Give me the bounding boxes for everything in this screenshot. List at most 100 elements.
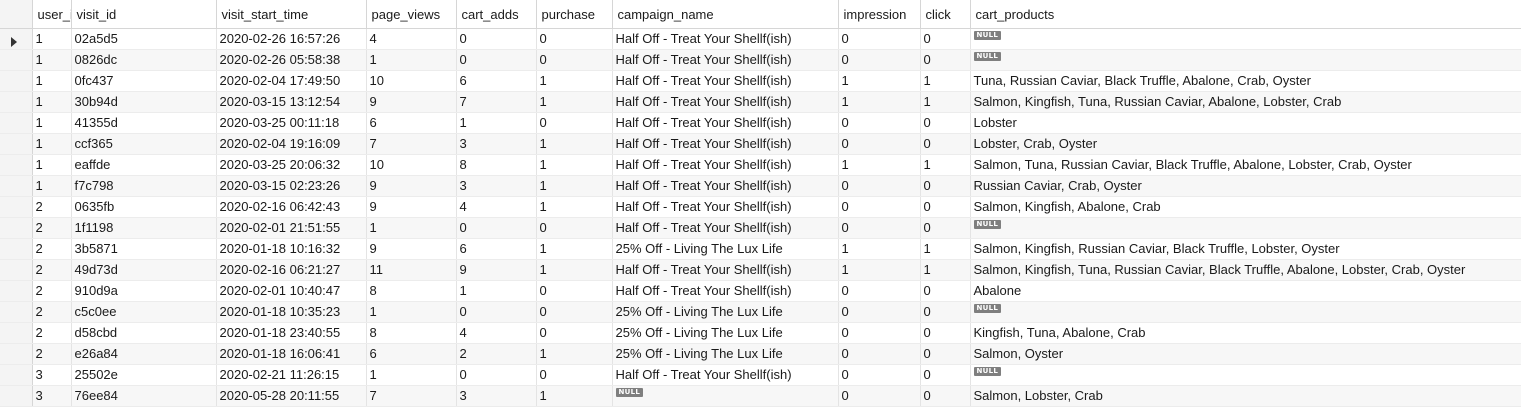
table-row[interactable]: 2 910d9a 2020-02-01 10:40:47 8 1 0 Half Off - … xyxy=(0,280,1521,302)
table-row[interactable]: 1 0fc437 2020-02-04 17:49:50 10 6 1 Half Off -… xyxy=(0,70,1521,92)
row-indicator[interactable] xyxy=(0,259,33,281)
cell-visit-id[interactable]: 1f1198 xyxy=(71,217,217,239)
cell-cart-adds[interactable]: 0 xyxy=(456,28,537,50)
cell-cart-products[interactable]: Salmon, Lobster, Crab xyxy=(970,385,1521,407)
cell-visit-start-time[interactable]: 2020-03-25 20:06:32 xyxy=(216,154,367,176)
cell-page-views[interactable]: 1 xyxy=(366,301,457,323)
row-indicator[interactable] xyxy=(0,217,33,239)
row-indicator[interactable] xyxy=(0,301,33,323)
cell-page-views[interactable]: 9 xyxy=(366,91,457,113)
table-row[interactable]: 1 f7c798 2020-03-15 02:23:26 9 3 1 Half Off - … xyxy=(0,175,1521,197)
cell-user-id[interactable]: 2 xyxy=(32,259,72,281)
cell-visit-start-time[interactable]: 2020-05-28 20:11:55 xyxy=(216,385,367,407)
cell-campaign-name[interactable]: Half Off - Treat Your Shellf(ish) xyxy=(612,154,839,176)
cell-visit-start-time[interactable]: 2020-03-25 00:11:18 xyxy=(216,112,367,134)
row-indicator[interactable] xyxy=(0,364,33,386)
table-row[interactable]: 3 25502e 2020-02-21 11:26:15 1 0 0 Half Off - … xyxy=(0,364,1521,386)
cell-impression[interactable]: 0 xyxy=(838,49,921,71)
cell-campaign-name[interactable]: Half Off - Treat Your Shellf(ish) xyxy=(612,112,839,134)
cell-campaign-name[interactable]: Half Off - Treat Your Shellf(ish) xyxy=(612,70,839,92)
cell-visit-id[interactable]: 0826dc xyxy=(71,49,217,71)
cell-cart-adds[interactable]: 0 xyxy=(456,364,537,386)
cell-campaign-name[interactable]: 25% Off - Living The Lux Life xyxy=(612,238,839,260)
cell-click[interactable]: 0 xyxy=(920,133,971,155)
row-indicator[interactable] xyxy=(0,175,33,197)
cell-cart-adds[interactable]: 8 xyxy=(456,154,537,176)
cell-campaign-name[interactable]: Half Off - Treat Your Shellf(ish) xyxy=(612,196,839,218)
cell-purchase[interactable]: 1 xyxy=(536,70,613,92)
cell-visit-id[interactable]: d58cbd xyxy=(71,322,217,344)
row-indicator[interactable] xyxy=(0,28,33,50)
cell-click[interactable]: 0 xyxy=(920,280,971,302)
cell-visit-start-time[interactable]: 2020-02-21 11:26:15 xyxy=(216,364,367,386)
cell-visit-start-time[interactable]: 2020-02-16 06:21:27 xyxy=(216,259,367,281)
cell-cart-products[interactable]: Russian Caviar, Crab, Oyster xyxy=(970,175,1521,197)
cell-page-views[interactable]: 10 xyxy=(366,70,457,92)
cell-purchase[interactable]: 1 xyxy=(536,175,613,197)
cell-purchase[interactable]: 1 xyxy=(536,91,613,113)
cell-click[interactable]: 0 xyxy=(920,343,971,365)
cell-visit-start-time[interactable]: 2020-02-04 19:16:09 xyxy=(216,133,367,155)
cell-cart-products[interactable]: Salmon, Kingfish, Russian Caviar, Black … xyxy=(970,238,1521,260)
cell-visit-start-time[interactable]: 2020-02-26 05:58:38 xyxy=(216,49,367,71)
cell-click[interactable]: 0 xyxy=(920,49,971,71)
cell-campaign-name[interactable]: Half Off - Treat Your Shellf(ish) xyxy=(612,217,839,239)
row-indicator[interactable] xyxy=(0,385,33,407)
cell-campaign-name[interactable]: Half Off - Treat Your Shellf(ish) xyxy=(612,280,839,302)
table-row[interactable]: 1 30b94d 2020-03-15 13:12:54 9 7 1 Half Off - … xyxy=(0,91,1521,113)
cell-visit-id[interactable]: ccf365 xyxy=(71,133,217,155)
cell-campaign-name[interactable]: Half Off - Treat Your Shellf(ish) xyxy=(612,91,839,113)
cell-click[interactable]: 0 xyxy=(920,28,971,50)
cell-cart-adds[interactable]: 6 xyxy=(456,70,537,92)
cell-impression[interactable]: 1 xyxy=(838,91,921,113)
cell-purchase[interactable]: 0 xyxy=(536,301,613,323)
cell-page-views[interactable]: 9 xyxy=(366,196,457,218)
cell-visit-start-time[interactable]: 2020-02-16 06:42:43 xyxy=(216,196,367,218)
cell-cart-adds[interactable]: 3 xyxy=(456,133,537,155)
cell-impression[interactable]: 0 xyxy=(838,343,921,365)
cell-purchase[interactable]: 0 xyxy=(536,217,613,239)
cell-user-id[interactable]: 2 xyxy=(32,343,72,365)
cell-user-id[interactable]: 2 xyxy=(32,238,72,260)
cell-user-id[interactable]: 1 xyxy=(32,70,72,92)
cell-campaign-name[interactable]: 25% Off - Living The Lux Life xyxy=(612,343,839,365)
cell-page-views[interactable]: 1 xyxy=(366,364,457,386)
column-header-purchase[interactable]: purchase xyxy=(536,0,613,29)
cell-cart-adds[interactable]: 1 xyxy=(456,280,537,302)
cell-cart-adds[interactable]: 0 xyxy=(456,217,537,239)
table-row[interactable]: 2 1f1198 2020-02-01 21:51:55 1 0 0 Half Off - … xyxy=(0,217,1521,239)
cell-click[interactable]: 1 xyxy=(920,70,971,92)
cell-page-views[interactable]: 11 xyxy=(366,259,457,281)
row-indicator[interactable] xyxy=(0,49,33,71)
cell-cart-adds[interactable]: 4 xyxy=(456,322,537,344)
cell-purchase[interactable]: 1 xyxy=(536,385,613,407)
cell-campaign-name[interactable]: Half Off - Treat Your Shellf(ish) xyxy=(612,28,839,50)
cell-purchase[interactable]: 0 xyxy=(536,49,613,71)
cell-impression[interactable]: 0 xyxy=(838,175,921,197)
cell-page-views[interactable]: 4 xyxy=(366,28,457,50)
cell-impression[interactable]: 1 xyxy=(838,238,921,260)
cell-visit-id[interactable]: 49d73d xyxy=(71,259,217,281)
row-indicator[interactable] xyxy=(0,154,33,176)
cell-campaign-name[interactable]: 25% Off - Living The Lux Life xyxy=(612,322,839,344)
cell-cart-products[interactable]: Lobster, Crab, Oyster xyxy=(970,133,1521,155)
cell-cart-adds[interactable]: 7 xyxy=(456,91,537,113)
cell-visit-start-time[interactable]: 2020-03-15 02:23:26 xyxy=(216,175,367,197)
cell-user-id[interactable]: 1 xyxy=(32,112,72,134)
cell-cart-adds[interactable]: 9 xyxy=(456,259,537,281)
cell-purchase[interactable]: 1 xyxy=(536,259,613,281)
cell-click[interactable]: 0 xyxy=(920,196,971,218)
cell-page-views[interactable]: 6 xyxy=(366,343,457,365)
cell-campaign-name[interactable]: Half Off - Treat Your Shellf(ish) xyxy=(612,364,839,386)
cell-purchase[interactable]: 0 xyxy=(536,364,613,386)
column-header-impression[interactable]: impression xyxy=(838,0,921,29)
cell-click[interactable]: 0 xyxy=(920,175,971,197)
cell-click[interactable]: 1 xyxy=(920,259,971,281)
table-row[interactable]: 1 0826dc 2020-02-26 05:58:38 1 0 0 Half Off - … xyxy=(0,49,1521,71)
cell-visit-id[interactable]: f7c798 xyxy=(71,175,217,197)
cell-impression[interactable]: 0 xyxy=(838,364,921,386)
cell-visit-start-time[interactable]: 2020-02-26 16:57:26 xyxy=(216,28,367,50)
cell-page-views[interactable]: 9 xyxy=(366,175,457,197)
cell-purchase[interactable]: 1 xyxy=(536,196,613,218)
table-row[interactable]: 2 c5c0ee 2020-01-18 10:35:23 1 0 0 25% Off - L… xyxy=(0,301,1521,323)
